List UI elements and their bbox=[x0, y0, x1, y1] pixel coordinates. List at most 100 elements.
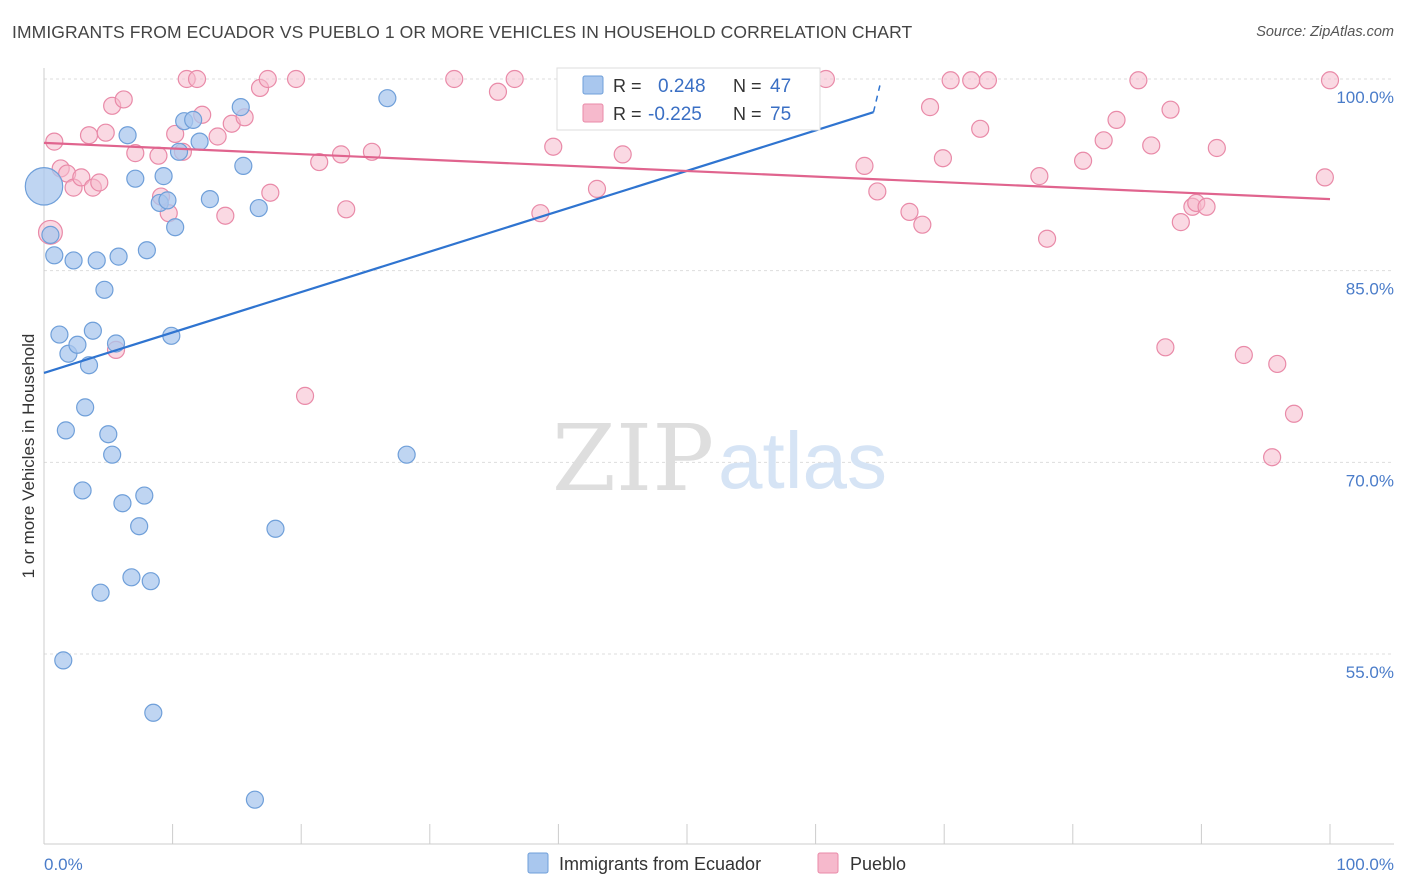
axes bbox=[43, 68, 1394, 845]
y-tick-label: 85.0% bbox=[1346, 280, 1394, 299]
point-pueblo bbox=[79, 126, 99, 145]
point-ecuador bbox=[135, 486, 154, 505]
y-tick-labels: 100.0% 85.0% 70.0% 55.0% bbox=[1336, 88, 1394, 682]
point-ecuador bbox=[231, 98, 250, 117]
x-tick-labels: 0.0% 100.0% bbox=[44, 855, 1394, 874]
point-ecuador bbox=[141, 572, 160, 591]
point-pueblo bbox=[258, 69, 277, 89]
point-ecuador bbox=[95, 280, 114, 299]
point-ecuador bbox=[68, 335, 87, 354]
point-ecuador bbox=[41, 225, 60, 244]
point-pueblo bbox=[1171, 213, 1190, 232]
point-ecuador bbox=[122, 568, 141, 587]
point-pueblo bbox=[187, 69, 207, 89]
legend-r-label-1: R = bbox=[613, 76, 642, 96]
point-pueblo bbox=[1320, 71, 1340, 90]
point-pueblo bbox=[920, 98, 940, 117]
legend-bottom-swatch-blue bbox=[527, 852, 549, 874]
y-axis-title: 1 or more Vehicles in Household bbox=[19, 334, 38, 579]
legend-n-label-1: N = bbox=[733, 76, 762, 96]
legend-n-value-1: 47 bbox=[770, 76, 791, 97]
x-tick-label: 0.0% bbox=[44, 855, 83, 874]
legend-top: R = 0.248 N = 47 R = -0.225 N = 75 bbox=[556, 67, 821, 131]
point-pueblo bbox=[1234, 345, 1253, 365]
point-ecuador bbox=[113, 494, 132, 513]
point-pueblo bbox=[855, 156, 874, 175]
point-ecuador bbox=[378, 89, 397, 108]
point-ecuador bbox=[118, 126, 137, 145]
point-ecuador bbox=[245, 790, 265, 809]
point-pueblo bbox=[1037, 229, 1057, 248]
point-pueblo bbox=[933, 149, 953, 168]
trend-lines bbox=[43, 85, 1331, 374]
point-ecuador bbox=[126, 169, 145, 188]
point-pueblo bbox=[1094, 131, 1113, 150]
point-pueblo bbox=[295, 386, 315, 405]
point-pueblo bbox=[96, 123, 115, 142]
point-pueblo bbox=[1207, 138, 1226, 158]
watermark-atlas: atlas bbox=[718, 416, 887, 505]
point-pueblo bbox=[337, 200, 356, 219]
point-pueblo bbox=[900, 202, 919, 221]
point-ecuador bbox=[73, 481, 92, 500]
point-pueblo bbox=[45, 132, 64, 151]
point-pueblo bbox=[166, 124, 185, 144]
point-ecuador bbox=[106, 334, 126, 353]
point-pueblo bbox=[913, 215, 932, 234]
point-pueblo bbox=[1073, 151, 1093, 170]
point-pueblo bbox=[488, 82, 508, 101]
point-pueblo bbox=[978, 71, 998, 90]
point-pueblo bbox=[962, 71, 981, 90]
point-ecuador bbox=[103, 445, 122, 464]
legend-r-value-1: 0.248 bbox=[658, 76, 706, 97]
point-ecuador bbox=[130, 517, 149, 536]
point-ecuador bbox=[234, 156, 253, 175]
watermark: ZIP atlas bbox=[552, 405, 887, 512]
point-ecuador bbox=[154, 167, 173, 186]
point-ecuador bbox=[158, 191, 177, 210]
trend-line-pueblo bbox=[43, 141, 1331, 201]
source-label: Source: ZipAtlas.com bbox=[1256, 24, 1394, 40]
point-ecuador bbox=[56, 421, 75, 440]
x-tick-label: 100.0% bbox=[1336, 855, 1394, 874]
watermark-zip: ZIP bbox=[552, 405, 714, 512]
point-ecuador bbox=[64, 251, 83, 270]
point-ecuador bbox=[24, 167, 64, 206]
point-pueblo bbox=[1129, 71, 1148, 90]
legend-r-label-2: R = bbox=[613, 104, 642, 124]
point-ecuador bbox=[50, 325, 69, 344]
point-pueblo bbox=[310, 152, 329, 172]
legend-bottom-swatch-pink bbox=[817, 852, 839, 874]
trend-line-ecuador bbox=[43, 111, 874, 374]
point-pueblo bbox=[1284, 404, 1304, 423]
legend-n-label-2: N = bbox=[733, 104, 762, 124]
point-pueblo bbox=[1197, 197, 1216, 216]
point-ecuador bbox=[83, 321, 102, 340]
point-ecuador bbox=[87, 251, 106, 270]
point-pueblo bbox=[587, 179, 607, 198]
point-pueblo bbox=[1315, 168, 1334, 187]
point-pueblo bbox=[868, 182, 887, 201]
y-tick-label: 55.0% bbox=[1346, 663, 1394, 682]
point-pueblo bbox=[72, 168, 91, 187]
trend-line-ecuador-dashed bbox=[872, 85, 881, 113]
point-pueblo bbox=[941, 71, 960, 90]
point-ecuador bbox=[54, 651, 73, 670]
point-pueblo bbox=[1107, 110, 1126, 129]
point-pueblo bbox=[1156, 338, 1175, 357]
point-ecuador bbox=[45, 246, 64, 265]
point-pueblo bbox=[505, 69, 524, 89]
point-ecuador bbox=[249, 198, 268, 218]
point-pueblo bbox=[90, 173, 109, 192]
legend-swatch-pink bbox=[582, 103, 604, 123]
point-pueblo bbox=[1263, 448, 1282, 467]
point-pueblo bbox=[445, 69, 464, 89]
point-pueblo bbox=[1268, 354, 1287, 374]
legend-n-value-2: 75 bbox=[770, 104, 791, 125]
y-tick-label: 70.0% bbox=[1346, 471, 1394, 490]
y-tick-label: 100.0% bbox=[1336, 88, 1394, 107]
point-pueblo bbox=[208, 127, 227, 146]
point-ecuador bbox=[200, 190, 219, 209]
point-ecuador bbox=[109, 247, 128, 266]
